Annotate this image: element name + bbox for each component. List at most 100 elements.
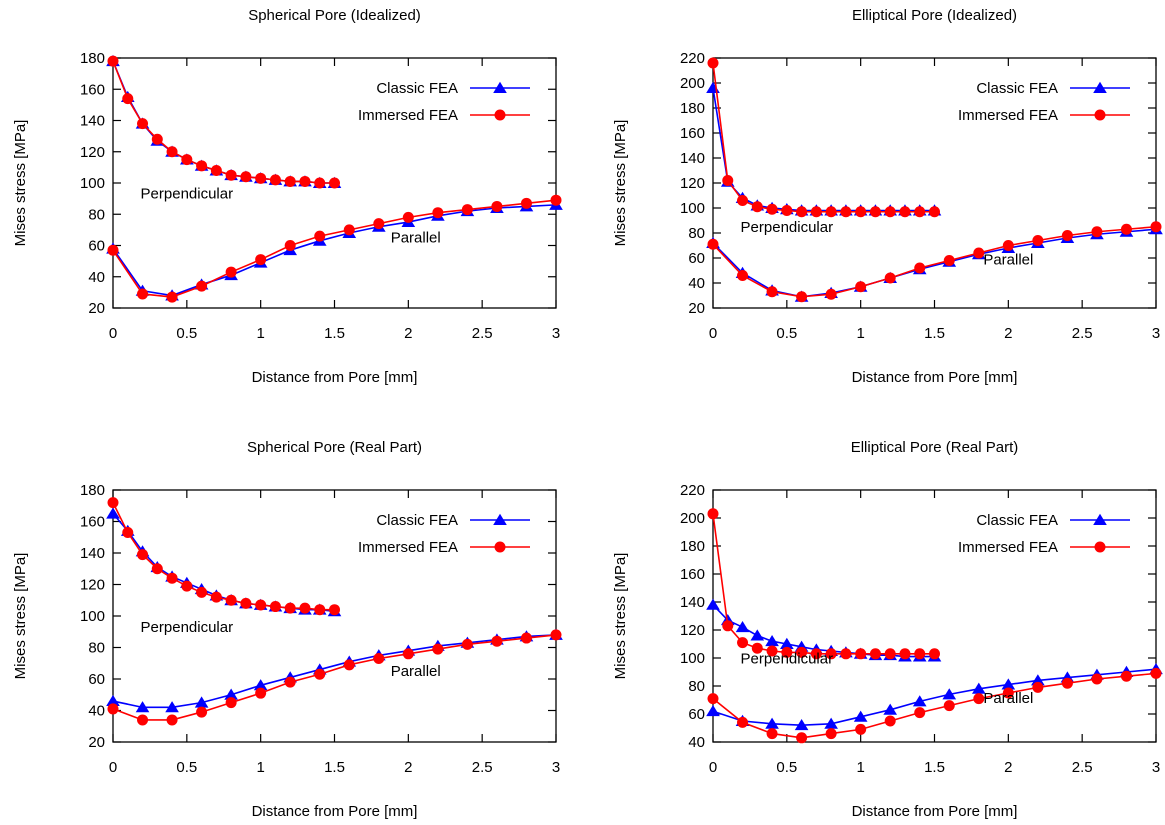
data-point: [943, 255, 955, 266]
data-point: [707, 238, 719, 250]
data-point: [166, 572, 178, 584]
y-tick-label: 80: [688, 225, 705, 242]
data-point: [1120, 670, 1132, 682]
x-tick-label: 1.5: [924, 325, 945, 342]
data-point: [899, 648, 911, 660]
data-point: [299, 175, 311, 187]
x-axis-label: Distance from Pore [mm]: [252, 803, 418, 820]
legend-marker: [1093, 81, 1107, 93]
y-tick-label: 160: [80, 81, 105, 98]
data-point: [855, 723, 867, 735]
y-tick-label: 40: [688, 275, 705, 292]
data-point: [135, 701, 150, 713]
series-2: [707, 508, 940, 660]
y-tick-label: 20: [88, 734, 105, 751]
series-line: [112, 199, 557, 298]
data-point: [825, 288, 837, 300]
y-tick-label: 120: [80, 577, 105, 594]
data-point: [343, 659, 355, 671]
data-point: [165, 701, 179, 713]
chart-title: Elliptical Pore (Real Part): [851, 439, 1019, 456]
data-point: [914, 262, 926, 274]
data-point: [196, 280, 208, 292]
legend-marker: [1093, 513, 1107, 525]
data-point: [432, 643, 444, 655]
y-tick-label: 120: [680, 622, 705, 639]
data-point: [765, 717, 779, 729]
data-point: [151, 133, 163, 145]
y-tick-label: 140: [680, 594, 705, 611]
data-point: [796, 646, 808, 658]
data-point: [225, 169, 237, 181]
data-point: [707, 693, 719, 705]
series-2: [107, 55, 340, 189]
data-point: [780, 637, 794, 649]
data-point: [402, 648, 414, 660]
data-point: [240, 171, 252, 183]
data-point: [825, 206, 837, 218]
y-tick-label: 100: [80, 175, 105, 192]
data-point: [884, 206, 896, 218]
series-line: [712, 225, 1157, 298]
data-point: [796, 291, 808, 303]
annotation-parallel: Parallel: [391, 663, 441, 680]
data-point: [706, 705, 720, 717]
data-point: [1091, 226, 1103, 238]
data-point: [1032, 681, 1044, 693]
data-point: [373, 218, 385, 230]
y-tick-label: 180: [680, 538, 705, 555]
x-tick-label: 2: [1004, 325, 1012, 342]
x-tick-label: 2.5: [472, 325, 493, 342]
data-point: [912, 695, 927, 707]
data-point: [855, 281, 867, 293]
series-3: [106, 198, 563, 301]
legend-marker: [1094, 541, 1106, 553]
series-4: [107, 629, 562, 726]
data-point: [224, 688, 238, 700]
data-point: [737, 195, 749, 206]
data-point: [269, 174, 281, 186]
data-point: [284, 240, 296, 251]
data-point: [884, 272, 896, 284]
data-point: [373, 653, 385, 665]
data-point: [520, 632, 532, 644]
data-point: [329, 177, 340, 189]
y-tick-label: 60: [88, 671, 105, 688]
data-point: [973, 693, 985, 705]
data-point: [225, 697, 237, 709]
y-axis-label: Mises stress [MPa]: [612, 120, 629, 247]
chart-title: Elliptical Pore (Idealized): [852, 7, 1017, 24]
legend-label: Classic FEA: [376, 80, 458, 97]
series-4: [707, 667, 1162, 744]
data-point: [196, 586, 208, 598]
data-point: [766, 203, 778, 215]
data-point: [196, 160, 208, 172]
data-point: [869, 648, 881, 660]
series-line: [712, 513, 935, 655]
x-tick-label: 2.5: [1072, 759, 1093, 776]
data-point: [225, 594, 237, 606]
data-point: [491, 635, 503, 647]
data-point: [314, 177, 326, 189]
data-point: [1091, 673, 1103, 685]
series-line: [712, 668, 1157, 727]
data-point: [269, 601, 281, 613]
series-line: [712, 62, 935, 213]
data-point: [971, 682, 986, 694]
data-point: [929, 206, 940, 218]
data-point: [1150, 667, 1162, 679]
legend-marker: [493, 513, 507, 525]
data-point: [735, 621, 750, 633]
data-point: [1002, 687, 1014, 699]
legend-marker: [493, 81, 507, 93]
y-tick-label: 60: [88, 238, 105, 255]
annotation-perpendicular: Perpendicular: [741, 219, 834, 236]
x-tick-label: 0.5: [776, 325, 797, 342]
legend-label: Classic FEA: [976, 80, 1058, 97]
annotation-parallel: Parallel: [983, 690, 1033, 707]
x-tick-label: 0.5: [176, 325, 197, 342]
data-point: [737, 270, 749, 281]
data-point: [1061, 230, 1073, 241]
x-tick-label: 1: [856, 325, 864, 342]
